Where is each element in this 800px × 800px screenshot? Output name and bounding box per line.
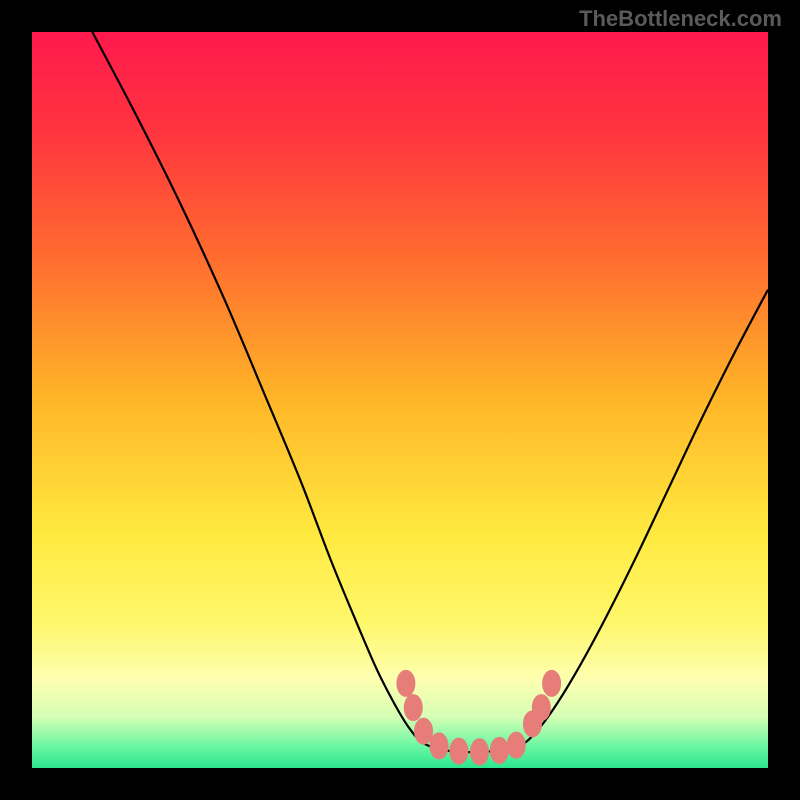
valley-marker: [490, 737, 508, 763]
watermark-text: TheBottleneck.com: [579, 6, 782, 32]
plot-svg: [32, 32, 768, 768]
valley-marker: [543, 670, 561, 696]
bottleneck-curve: [92, 32, 768, 752]
valley-marker: [507, 732, 525, 758]
valley-marker: [415, 718, 433, 744]
valley-marker: [450, 738, 468, 764]
plot-area: [32, 32, 768, 768]
valley-marker: [532, 695, 550, 721]
valley-marker: [470, 739, 488, 765]
valley-marker: [397, 670, 415, 696]
valley-marker: [404, 695, 422, 721]
valley-marker: [430, 733, 448, 759]
